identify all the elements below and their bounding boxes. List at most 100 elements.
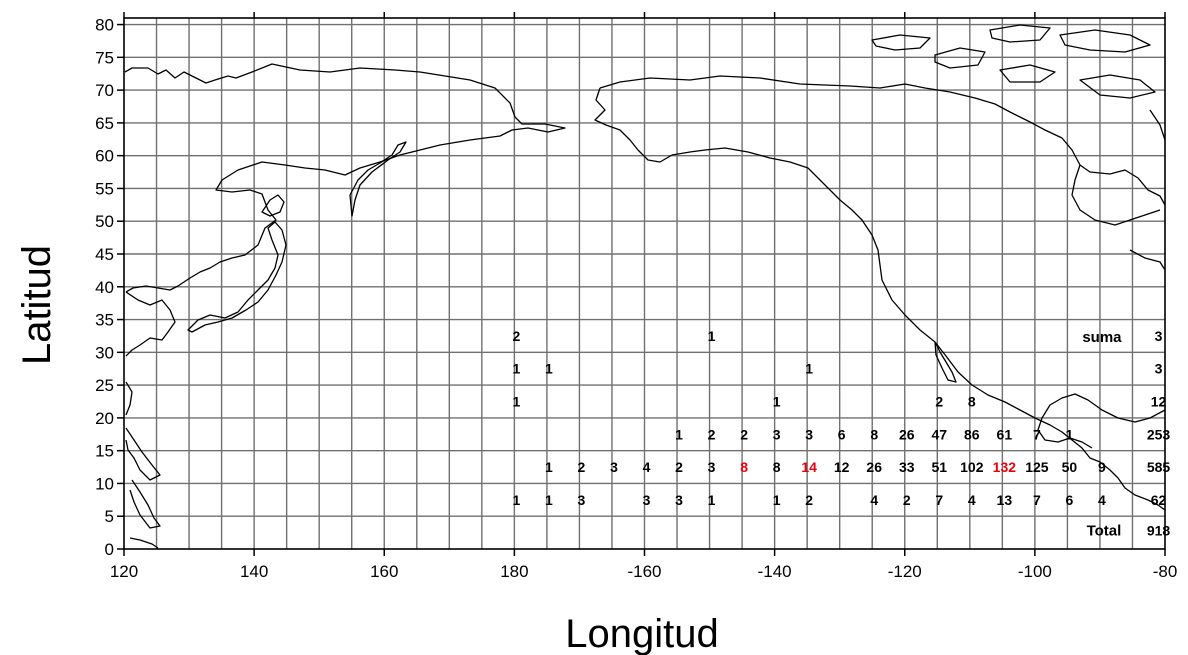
cell-count: 1 xyxy=(545,459,553,475)
cell-count: 1 xyxy=(675,426,683,442)
map-axes: 120 140 160 180 -160 -140 -120 -100 -80051015202… xyxy=(95,12,1177,581)
x-tick-label: -80 xyxy=(1153,562,1178,581)
cell-count: 47 xyxy=(931,426,947,442)
cell-count: 3 xyxy=(643,492,651,508)
y-tick-label: 50 xyxy=(95,212,114,231)
cell-count: 86 xyxy=(964,426,980,442)
y-tick-label: 20 xyxy=(95,409,114,428)
y-tick-label: 75 xyxy=(95,48,114,67)
x-tick-label: 140 xyxy=(240,562,268,581)
coastline-hokkaido xyxy=(261,194,285,217)
cell-count: 2 xyxy=(675,459,683,475)
cell-count: 3 xyxy=(610,459,618,475)
cell-count: 2 xyxy=(740,426,748,442)
y-tick-label: 55 xyxy=(95,179,114,198)
cell-count: 8 xyxy=(740,459,748,475)
y-tick-label: 10 xyxy=(95,474,114,493)
row-sum-value: 62 xyxy=(1151,492,1167,508)
y-tick-label: 5 xyxy=(105,507,114,526)
cell-count: 14 xyxy=(801,459,817,475)
cell-count: 1 xyxy=(545,361,553,377)
row-sum-label: suma xyxy=(1082,329,1122,346)
cell-count: 1 xyxy=(545,492,553,508)
y-axis-title: Latitud xyxy=(15,245,59,365)
cell-count: 3 xyxy=(578,492,586,508)
cell-count: 1 xyxy=(512,492,520,508)
cell-count: 33 xyxy=(899,459,915,475)
y-tick-label: 0 xyxy=(105,540,114,559)
x-axis-title: Longitud xyxy=(565,612,718,655)
map-grid xyxy=(124,18,1165,549)
coastline-map xyxy=(124,24,1166,549)
x-tick-label: 180 xyxy=(500,562,528,581)
row-sum-value: 3 xyxy=(1155,361,1163,377)
coastline-east-canada xyxy=(1071,164,1166,271)
cell-count: 7 xyxy=(1033,492,1041,508)
cell-count: 1 xyxy=(773,394,781,410)
cell-count: 102 xyxy=(960,459,984,475)
cell-count: 2 xyxy=(512,328,520,344)
row-sum-value: 585 xyxy=(1147,459,1171,475)
coastline-gulf-mexico xyxy=(1037,393,1166,449)
y-tick-label: 40 xyxy=(95,278,114,297)
cell-count: 8 xyxy=(870,426,878,442)
cell-count: 2 xyxy=(805,492,813,508)
y-tick-label: 80 xyxy=(95,16,114,35)
cell-count: 7 xyxy=(935,492,943,508)
cell-count: 8 xyxy=(968,394,976,410)
cell-count: 2 xyxy=(903,492,911,508)
cell-count: 2 xyxy=(708,426,716,442)
y-tick-label: 60 xyxy=(95,147,114,166)
row-sum-value: 12 xyxy=(1151,394,1167,410)
coastline-north-america xyxy=(594,75,1166,511)
coastline-japan xyxy=(187,221,287,333)
cell-count: 1 xyxy=(1066,426,1074,442)
y-tick-label: 70 xyxy=(95,81,114,100)
y-tick-label: 30 xyxy=(95,343,114,362)
x-tick-label: -120 xyxy=(888,562,922,581)
x-tick-label: -160 xyxy=(627,562,661,581)
cell-count: 13 xyxy=(997,492,1013,508)
y-tick-label: 15 xyxy=(95,442,114,461)
coastline-se-asia xyxy=(125,381,161,549)
cell-count: 3 xyxy=(708,459,716,475)
row-sum-value: 3 xyxy=(1155,328,1163,344)
cell-count: 4 xyxy=(643,459,651,475)
cell-count: 12 xyxy=(834,459,850,475)
x-tick-label: -100 xyxy=(1018,562,1052,581)
cell-count: 1 xyxy=(708,328,716,344)
y-tick-label: 45 xyxy=(95,245,114,264)
cell-count: 2 xyxy=(935,394,943,410)
cell-count: 7 xyxy=(1033,426,1041,442)
cell-count: 1 xyxy=(708,492,716,508)
y-tick-label: 35 xyxy=(95,311,114,330)
cell-count: 51 xyxy=(931,459,947,475)
cell-count: 26 xyxy=(866,459,882,475)
cell-count: 6 xyxy=(838,426,846,442)
coastline-asia xyxy=(124,63,566,293)
coastline-kamchatka xyxy=(349,141,407,217)
cell-count: 61 xyxy=(997,426,1013,442)
cell-count: 9 xyxy=(1098,459,1106,475)
row-sum-value: 253 xyxy=(1147,426,1171,442)
x-tick-label: -140 xyxy=(758,562,792,581)
cell-count: 4 xyxy=(1098,492,1106,508)
cell-count: 8 xyxy=(773,459,781,475)
cell-count: 50 xyxy=(1062,459,1078,475)
cell-count: 6 xyxy=(1066,492,1074,508)
x-tick-label: 120 xyxy=(110,562,138,581)
x-tick-label: 160 xyxy=(370,562,398,581)
cell-count: 4 xyxy=(968,492,976,508)
coastline-arctic-islands xyxy=(871,24,1166,141)
y-tick-label: 25 xyxy=(95,376,114,395)
cell-count: 1 xyxy=(773,492,781,508)
cell-count: 125 xyxy=(1025,459,1049,475)
coastline-baja-california xyxy=(934,341,957,383)
y-tick-label: 65 xyxy=(95,114,114,133)
cell-count: 1 xyxy=(512,394,520,410)
cell-count: 3 xyxy=(805,426,813,442)
cell-count: 132 xyxy=(993,459,1017,475)
cell-count: 26 xyxy=(899,426,915,442)
